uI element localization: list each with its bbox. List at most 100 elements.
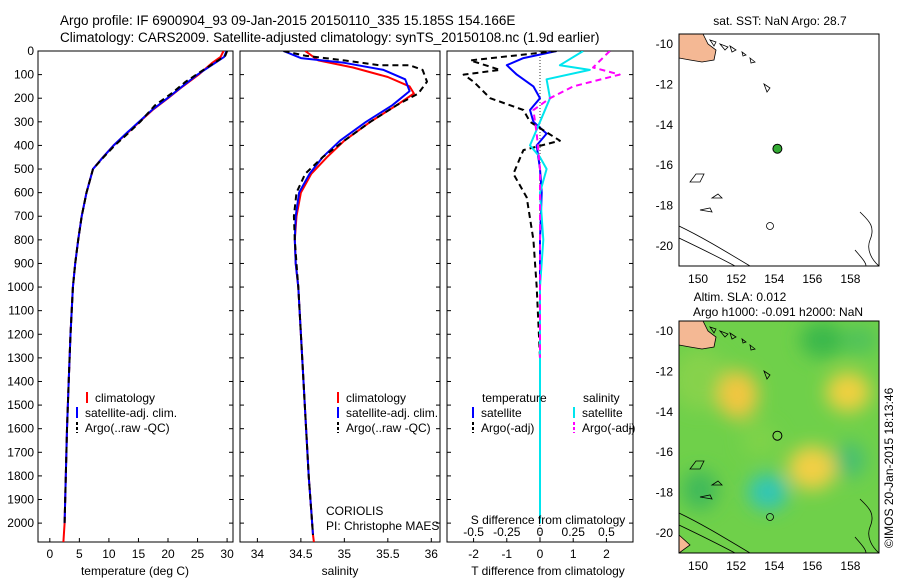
sst_map-ytick-label: -20 [656, 239, 674, 253]
difference-legend: temperature satellite Argo(-adj) salinit… [472, 391, 635, 435]
s-diff-tick-label: 0.25 [562, 525, 586, 539]
sla_map-ytick-label: -20 [656, 526, 674, 540]
legend-label-argo: Argo(..raw -QC) [85, 421, 170, 435]
legend-label-satellite: satellite-adj. clim. [346, 406, 438, 420]
salinity-xlabel: salinity [322, 564, 359, 578]
depth-tick-label: 1900 [7, 493, 34, 507]
imos-credit: ©IMOS 20-Jan-2015 18:13:46 [882, 387, 896, 548]
temperature-series-group [62, 51, 229, 542]
salinity-xtick-label: 35.5 [376, 547, 400, 561]
difference-xtick-label: 2 [603, 547, 610, 561]
difference-series-group [462, 51, 621, 524]
difference-xlabel-bottom: T difference from climatology [471, 564, 625, 578]
sla-field [679, 322, 878, 510]
temperature-xtick-label: 20 [161, 547, 175, 561]
sla-map-title-line2: Argo h1000: -0.091 h2000: NaN [693, 305, 863, 319]
sst_map-xtick-label: 158 [840, 272, 860, 286]
depth-tick-label: 1800 [7, 469, 34, 483]
depth-tick-label: 1600 [7, 422, 34, 436]
salinity-series-satellite-adj-clim- [283, 51, 411, 535]
argo-float-marker [772, 143, 783, 154]
sla-blob-low [682, 470, 718, 510]
legend-label-climatology: climatology [95, 391, 155, 405]
sst_map-ytick-label: -12 [656, 77, 674, 91]
land-australia [679, 534, 691, 553]
s-diff-tick-label: -0.5 [463, 525, 484, 539]
sst-map [679, 34, 879, 266]
sla_map-ytick-label: -10 [656, 324, 674, 338]
pi-label: PI: Christophe MAES [326, 519, 439, 533]
salinity-xtick-label: 36 [425, 547, 439, 561]
difference-xtick-label: 0 [537, 547, 544, 561]
island-outlines [709, 39, 756, 64]
depth-tick-label: 1700 [7, 445, 34, 459]
sst_map-xtick-label: 154 [764, 272, 784, 286]
depth-tick-label: 1200 [7, 327, 34, 341]
s-diff-tick-label: -0.25 [493, 525, 521, 539]
depth-tick-label: 500 [14, 162, 34, 176]
depth-tick-label: 200 [14, 91, 34, 105]
island-outlines [709, 326, 756, 351]
coastline-reef [854, 498, 879, 553]
sla-blob-low [800, 322, 844, 358]
depth-tick-label: 800 [14, 233, 34, 247]
temperature-legend: climatology satellite-adj. clim. Argo(..… [76, 391, 177, 435]
legend-label-temp-argo: Argo(-adj) [481, 421, 534, 435]
axis-ticks-layer: 0 5 10 15 20 25 300100200300400500600700800900… [7, 37, 860, 573]
sla_map-xtick-label: 154 [764, 559, 784, 573]
sla_map-ytick-label: -18 [656, 485, 674, 499]
depth-tick-label: 100 [14, 68, 34, 82]
salinity-series-group [283, 51, 428, 542]
depth-tick-label: 900 [14, 256, 34, 270]
depth-tick-label: 1300 [7, 351, 34, 365]
temperature-xlabel: temperature (deg C) [81, 564, 189, 578]
legend-label-climatology: climatology [346, 391, 406, 405]
depth-tick-label: 1500 [7, 398, 34, 412]
temperature-xtick-label: 15 [132, 547, 146, 561]
sla_map-ytick-label: -14 [656, 405, 674, 419]
sla-map-frame [678, 320, 880, 554]
argo-float-marker [772, 430, 783, 441]
s-diff-tick-label: 0.5 [598, 525, 615, 539]
sst-map-title: sat. SST: NaN Argo: 28.7 [713, 14, 847, 28]
sla-map [679, 321, 879, 553]
depth-tick-label: 1400 [7, 374, 34, 388]
temperature-xtick-label: 25 [191, 547, 205, 561]
sla-blob-high [718, 371, 758, 419]
temperature-axes [37, 50, 234, 543]
sla_map-xtick-label: 152 [726, 559, 746, 573]
difference-series-salinity-argo-adj- [532, 51, 621, 358]
coastline-australia [679, 512, 751, 553]
salinity-xtick-label: 34.5 [289, 547, 313, 561]
depth-tick-label: 1100 [8, 304, 34, 318]
legend-label-satellite: satellite-adj. clim. [85, 406, 177, 420]
temperature-series-climatology [62, 51, 225, 542]
temperature-xtick-label: 30 [220, 547, 234, 561]
depth-tick-label: 1000 [7, 280, 34, 294]
sst_map-xtick-label: 156 [802, 272, 822, 286]
sla-blob-high [788, 446, 836, 490]
sla-blob [679, 350, 728, 410]
sla_map-xtick-label: 158 [840, 559, 860, 573]
sst-map-frame [678, 33, 880, 267]
figure-title-line2: Climatology: CARS2009. Satellite-adjuste… [60, 30, 600, 45]
coastline-reef [854, 211, 879, 266]
sst_map-xtick-label: 150 [688, 272, 708, 286]
land-new-guinea [679, 34, 717, 63]
legend-header-salinity: salinity [583, 391, 620, 405]
reef-outlines [689, 369, 771, 500]
sla-blob-low [834, 442, 866, 478]
reef-outlines [689, 82, 771, 213]
temperature-series-argo-raw-qc- [63, 51, 229, 524]
island-outline [766, 513, 774, 521]
legend-label-sal-satellite: satellite [582, 406, 623, 420]
profile-lines-layer [62, 51, 621, 542]
temperature-series-satellite-adj-clim- [63, 51, 228, 524]
difference-xtick-label: -2 [468, 547, 479, 561]
depth-tick-label: 600 [14, 186, 34, 200]
temperature-xtick-label: 5 [76, 547, 83, 561]
salinity-xtick-label: 34 [251, 547, 265, 561]
sla_map-ytick-label: -16 [656, 445, 674, 459]
sla-blob-high [826, 372, 870, 412]
